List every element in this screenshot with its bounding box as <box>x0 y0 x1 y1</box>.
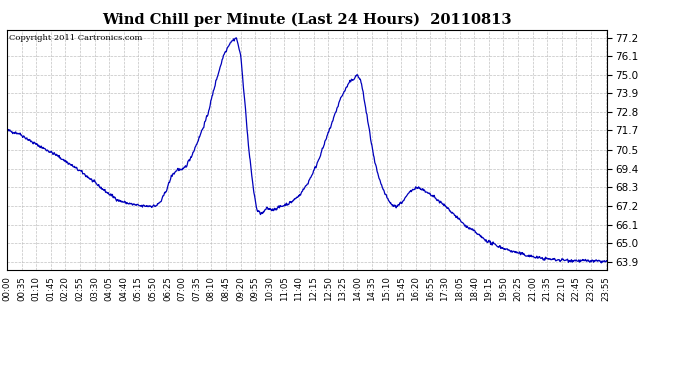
Title: Wind Chill per Minute (Last 24 Hours)  20110813: Wind Chill per Minute (Last 24 Hours) 20… <box>102 13 512 27</box>
Text: Copyright 2011 Cartronics.com: Copyright 2011 Cartronics.com <box>9 34 142 42</box>
